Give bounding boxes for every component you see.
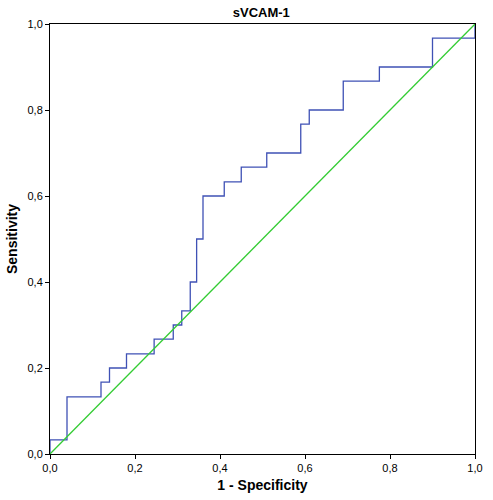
svg-text:0,6: 0,6 xyxy=(28,190,43,202)
svg-text:Sensitivity: Sensitivity xyxy=(4,204,20,274)
svg-text:1,0: 1,0 xyxy=(467,462,482,474)
svg-text:0,4: 0,4 xyxy=(212,462,227,474)
svg-text:1 - Specificity: 1 - Specificity xyxy=(217,477,307,493)
svg-text:0,0: 0,0 xyxy=(28,448,43,460)
svg-text:1,0: 1,0 xyxy=(28,18,43,30)
svg-text:0,2: 0,2 xyxy=(127,462,142,474)
svg-text:0,8: 0,8 xyxy=(28,104,43,116)
svg-text:0,4: 0,4 xyxy=(28,276,43,288)
svg-text:0,0: 0,0 xyxy=(42,462,57,474)
svg-text:0,8: 0,8 xyxy=(382,462,397,474)
svg-text:sVCAM-1: sVCAM-1 xyxy=(233,5,290,20)
svg-text:0,6: 0,6 xyxy=(297,462,312,474)
svg-text:0,2: 0,2 xyxy=(28,362,43,374)
